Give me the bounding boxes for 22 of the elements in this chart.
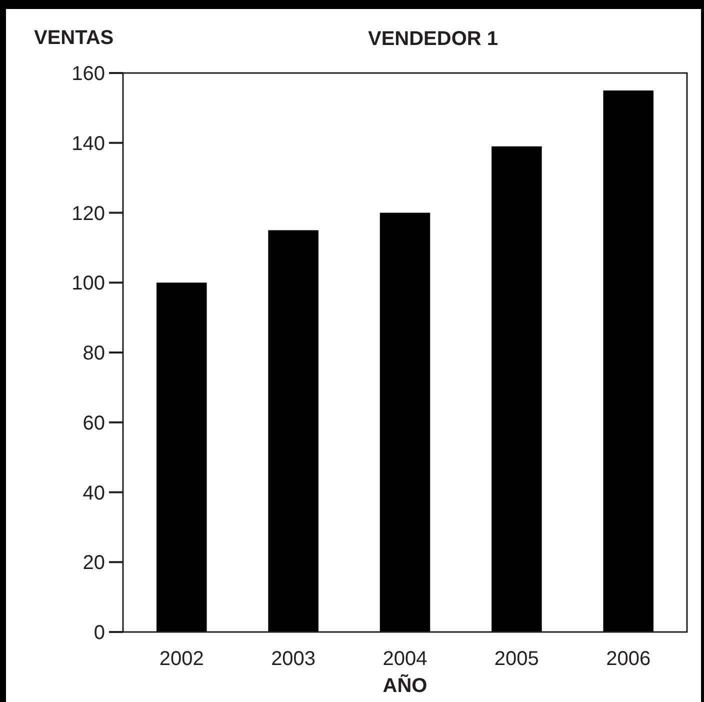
y-tick-label: 140 bbox=[72, 132, 105, 155]
bar bbox=[156, 282, 207, 632]
x-tick-label: 2003 bbox=[271, 648, 316, 670]
x-tick-label: 2002 bbox=[159, 648, 204, 670]
y-tick-label: 120 bbox=[72, 202, 105, 225]
y-tick-label: 40 bbox=[82, 482, 105, 504]
y-tick-label: 0 bbox=[94, 622, 105, 644]
y-tick-label: 20 bbox=[82, 552, 105, 574]
bar bbox=[492, 146, 542, 632]
y-tick-label: 100 bbox=[72, 272, 105, 295]
y-tick-label: 80 bbox=[82, 342, 105, 364]
x-tick-label: 2004 bbox=[382, 648, 428, 670]
x-tick-label: 2005 bbox=[494, 648, 539, 670]
x-tick-label: 2006 bbox=[606, 648, 651, 670]
y-axis-title: VENTAS bbox=[34, 27, 114, 49]
x-axis-title: AÑO bbox=[382, 674, 428, 697]
y-tick-label: 160 bbox=[72, 63, 105, 85]
bar bbox=[268, 230, 318, 632]
chart-title: VENDEDOR 1 bbox=[368, 28, 498, 50]
y-tick-label: 60 bbox=[82, 412, 105, 434]
bar bbox=[380, 212, 430, 632]
bar bbox=[603, 90, 654, 632]
